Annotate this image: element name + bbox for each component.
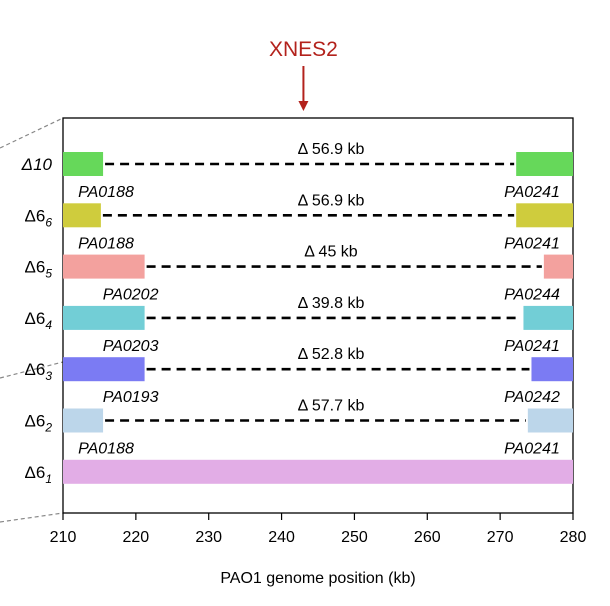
track-row: Δ62 Δ 57.7 kb PA0188 PA0241 [25,398,573,458]
right-gene-label: PA0241 [504,441,560,458]
track-label: Δ64 [25,309,53,332]
track-label: Δ65 [25,258,53,281]
left-gene-label: PA0202 [103,287,159,304]
track-row: Δ65 Δ 45 kb PA0202 PA0244 [25,244,573,304]
left-flank-bar [63,305,145,330]
zoom-line-middle [0,361,64,379]
tracks: Δ10 Δ 56.9 kb PA0188 PA0241 Δ66 Δ 56.9 kb PA01… [21,141,573,486]
right-gene-label: PA0241 [504,235,560,252]
deletion-size-label: Δ 39.8 kb [298,295,365,312]
x-tick-label: 230 [195,529,222,546]
retained-region-bar [63,459,573,484]
x-tick-label: 240 [268,529,295,546]
right-flank-bar [543,254,573,279]
left-flank-bar [63,254,145,279]
right-flank-bar [516,152,573,176]
right-gene-label: PA0241 [504,184,560,201]
right-flank-bar [516,203,573,228]
track-row: Δ66 Δ 56.9 kb PA0188 PA0241 [25,192,573,252]
right-gene-label: PA0242 [504,389,560,406]
x-tick-label: 220 [123,529,150,546]
right-gene-label: PA0241 [504,338,560,355]
left-flank-bar [63,203,101,228]
deletion-size-label: Δ 45 kb [304,244,357,261]
left-gene-label: PA0193 [103,389,159,406]
zoom-line-top [0,117,64,149]
x-axis-label: PAO1 genome position (kb) [220,570,415,587]
left-gene-label: PA0188 [78,184,134,201]
left-gene-label: PA0203 [103,338,159,355]
track-row: Δ61 [25,459,573,486]
track-label: Δ61 [25,463,53,486]
deletion-size-label: Δ 56.9 kb [298,192,365,209]
right-flank-bar [527,408,573,433]
deletion-size-label: Δ 52.8 kb [298,346,365,363]
x-tick-label: 280 [560,529,587,546]
x-tick-label: 260 [414,529,441,546]
x-tick-label: 250 [341,529,368,546]
zoom-line-bottom [0,512,64,523]
x-tick-label: 270 [487,529,514,546]
x-axis: 210 220 230 240 250 260 270 280 [50,513,587,546]
track-label: Δ62 [25,412,53,435]
track-label: Δ10 [21,155,53,174]
deletion-size-label: Δ 57.7 kb [298,398,365,415]
track-row: Δ63 Δ 52.8 kb PA0193 PA0242 [25,346,573,406]
right-flank-bar [523,305,573,330]
left-flank-bar [63,152,104,176]
deletion-size-label: Δ 56.9 kb [298,141,365,158]
track-row: Δ64 Δ 39.8 kb PA0203 PA0241 [25,295,573,355]
track-label: Δ63 [25,360,53,383]
left-gene-label: PA0188 [78,441,134,458]
left-flank-bar [63,357,145,382]
left-gene-label: PA0188 [78,235,134,252]
right-flank-bar [531,357,573,382]
right-gene-label: PA0244 [504,287,560,304]
track-row: Δ10 Δ 56.9 kb PA0188 PA0241 [21,141,573,201]
left-flank-bar [63,408,104,433]
xnes2-label: XNES2 [269,38,338,61]
track-label: Δ66 [25,206,53,229]
x-tick-label: 210 [50,529,77,546]
